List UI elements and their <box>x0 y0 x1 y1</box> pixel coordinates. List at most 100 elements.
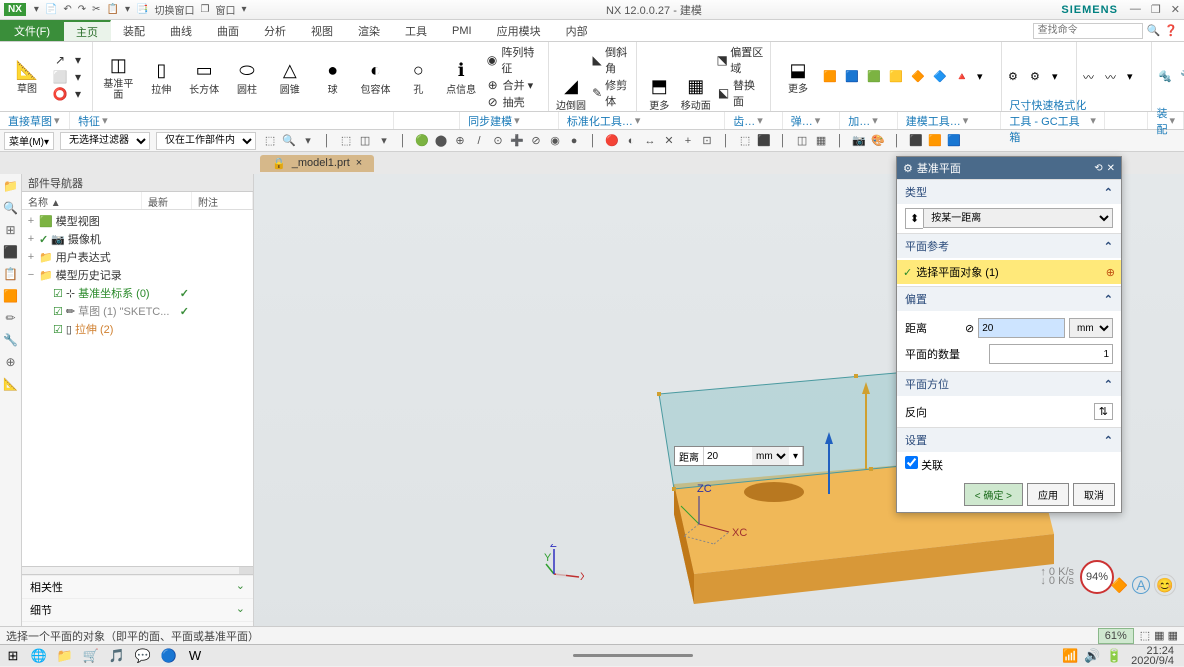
selbar-icon[interactable]: │ <box>585 133 601 149</box>
status-icon[interactable]: ⬚ <box>1140 629 1150 642</box>
distance-unit-select[interactable]: mm <box>752 447 789 465</box>
nav-panel-相关性[interactable]: 相关性⌄ <box>22 575 253 598</box>
tab-内部[interactable]: 内部 <box>554 20 601 41</box>
taskbar-app-icon[interactable]: 🎵 <box>108 647 126 665</box>
tree-node[interactable]: +🟩模型视图 <box>22 212 253 230</box>
selbar-icon[interactable]: + <box>680 133 696 149</box>
distance-field-input[interactable] <box>978 318 1065 338</box>
tree-node[interactable]: −📁模型历史记录 <box>22 266 253 284</box>
ribbon-icon[interactable]: 🔩 <box>1158 70 1176 83</box>
ribbon-替换面[interactable]: ⬕替换面 <box>716 77 764 109</box>
ribbon-icon[interactable]: 🔺 <box>955 70 973 83</box>
taskbar-app-icon[interactable]: ⊞ <box>4 647 22 665</box>
tree-node[interactable]: ☑⊹基准坐标系 (0)✓ <box>22 284 253 302</box>
dropdown-icon[interactable]: ▾ <box>789 447 803 465</box>
selbar-icon[interactable]: ⬚ <box>338 133 354 149</box>
selbar-icon[interactable]: 🟧 <box>927 133 943 149</box>
dialog-titlebar[interactable]: ⚙ 基准平面 ⟲ ✕ <box>897 157 1121 179</box>
tree-node[interactable]: +✓📷摄像机 <box>22 230 253 248</box>
selbar-icon[interactable]: ⬛ <box>908 133 924 149</box>
tab-close-icon[interactable]: × <box>356 157 362 169</box>
qat-item[interactable]: ✂ <box>92 4 100 15</box>
select-plane-row[interactable]: ✓ 选择平面对象 (1) ⊕ <box>897 260 1121 284</box>
taskbar-clock[interactable]: 21:24 2020/9/4 <box>1131 646 1180 666</box>
ribbon-icon[interactable]: ⚙ <box>1008 70 1026 83</box>
selbar-icon[interactable]: ▾ <box>300 133 316 149</box>
selbar-icon[interactable]: ⬚ <box>262 133 278 149</box>
resource-icon[interactable]: 📋 <box>3 266 19 282</box>
ribbon-包容体[interactable]: ◐包容体 <box>356 59 395 96</box>
ribbon-icon[interactable]: 〰 <box>1083 69 1101 85</box>
minimize-button[interactable]: — <box>1130 3 1141 16</box>
tab-曲面[interactable]: 曲面 <box>205 20 252 41</box>
selbar-icon[interactable]: 🎨 <box>870 133 886 149</box>
taskbar-app-icon[interactable]: W <box>186 647 204 665</box>
rc-icon-3[interactable]: 😊 <box>1154 574 1176 596</box>
type-select[interactable]: 按某一距离 <box>923 208 1113 228</box>
selbar-icon[interactable]: │ <box>395 133 411 149</box>
selbar-icon[interactable]: ◉ <box>547 133 563 149</box>
expr-icon[interactable]: ⊘ <box>965 322 974 335</box>
search-icon[interactable]: 🔍 <box>1147 24 1161 37</box>
ok-button[interactable]: < 确定 > <box>964 483 1023 506</box>
qat-item[interactable]: 📑 <box>136 4 148 15</box>
search-input[interactable] <box>1033 23 1143 39</box>
selbar-icon[interactable]: ⬚ <box>737 133 753 149</box>
selbar-icon[interactable]: │ <box>832 133 848 149</box>
selbar-icon[interactable]: ↔ <box>642 133 658 149</box>
on-screen-distance-input[interactable]: 距离 mm ▾ <box>674 446 804 466</box>
selbar-icon[interactable]: │ <box>889 133 905 149</box>
selbar-icon[interactable]: ⊘ <box>528 133 544 149</box>
taskbar-app-icon[interactable]: 🛒 <box>82 647 100 665</box>
tab-装配[interactable]: 装配 <box>111 20 158 41</box>
resource-icon[interactable]: 📐 <box>3 376 19 392</box>
taskbar-app-icon[interactable]: 🌐 <box>30 647 48 665</box>
ribbon-抽壳[interactable]: ⊘抽壳 <box>485 94 542 110</box>
selection-filter[interactable]: 无选择过滤器 <box>60 132 150 150</box>
ribbon-基准平面[interactable]: ◫基准平面 <box>99 53 138 101</box>
col-latest[interactable]: 最新 <box>142 192 192 209</box>
ribbon-移动面[interactable]: ▦移动面 <box>680 75 713 112</box>
dialog-close-icon[interactable]: ✕ <box>1107 163 1115 174</box>
tree-node[interactable]: +📁用户表达式 <box>22 248 253 266</box>
selbar-icon[interactable]: ◫ <box>357 133 373 149</box>
tab-渲染[interactable]: 渲染 <box>346 20 393 41</box>
tab-主页[interactable]: 主页 <box>64 20 111 41</box>
tree-node[interactable]: ☑▯拉伸 (2) <box>22 320 253 338</box>
selbar-icon[interactable]: ➕ <box>509 133 525 149</box>
tree-node[interactable]: ☑✏草图 (1) "SKETC...✓ <box>22 302 253 320</box>
selbar-icon[interactable]: ⬤ <box>433 133 449 149</box>
taskbar-app-icon[interactable]: 🔵 <box>160 647 178 665</box>
ribbon-点信息[interactable]: ℹ点信息 <box>442 59 481 96</box>
selbar-icon[interactable]: 🟢 <box>414 133 430 149</box>
ribbon-草图[interactable]: 📐草图 <box>6 58 48 95</box>
ribbon-更多[interactable]: ⬒更多 <box>643 75 676 112</box>
qat-item[interactable]: 切换窗口 <box>155 2 195 17</box>
ribbon-icon[interactable]: ▾ <box>1052 70 1070 83</box>
selbar-icon[interactable]: │ <box>775 133 791 149</box>
ribbon-icon[interactable]: 🟩 <box>867 70 885 83</box>
resource-icon[interactable]: 🔧 <box>3 332 19 348</box>
ribbon-圆锥[interactable]: △圆锥 <box>270 59 309 96</box>
resource-icon[interactable]: 📁 <box>3 178 19 194</box>
tab-分析[interactable]: 分析 <box>252 20 299 41</box>
ribbon-偏置区域[interactable]: ⬔偏置区域 <box>716 44 764 76</box>
file-menu-button[interactable]: 文件(F) <box>0 20 64 41</box>
selbar-icon[interactable]: ⊕ <box>452 133 468 149</box>
section-type-header[interactable]: 类型⌃ <box>897 179 1121 204</box>
ribbon-icon[interactable]: ▾ <box>977 70 995 83</box>
zoom-level[interactable]: 61% <box>1098 628 1134 644</box>
selbar-icon[interactable]: 📷 <box>851 133 867 149</box>
ribbon-倒斜角[interactable]: ◣倒斜角 <box>591 44 630 76</box>
distance-value-input[interactable] <box>704 447 752 465</box>
ribbon-icon[interactable]: 🟨 <box>889 70 907 83</box>
tab-PMI[interactable]: PMI <box>440 20 485 41</box>
selbar-icon[interactable]: ● <box>566 133 582 149</box>
rc-icon-2[interactable]: A <box>1132 576 1150 594</box>
tab-工具[interactable]: 工具 <box>393 20 440 41</box>
selbar-icon[interactable]: ⊙ <box>490 133 506 149</box>
document-tab[interactable]: 🔒 _model1.prt × <box>260 155 374 172</box>
ribbon-球[interactable]: ●球 <box>313 59 352 96</box>
tab-曲线[interactable]: 曲线 <box>158 20 205 41</box>
assoc-checkbox-row[interactable]: 关联 <box>905 460 943 472</box>
